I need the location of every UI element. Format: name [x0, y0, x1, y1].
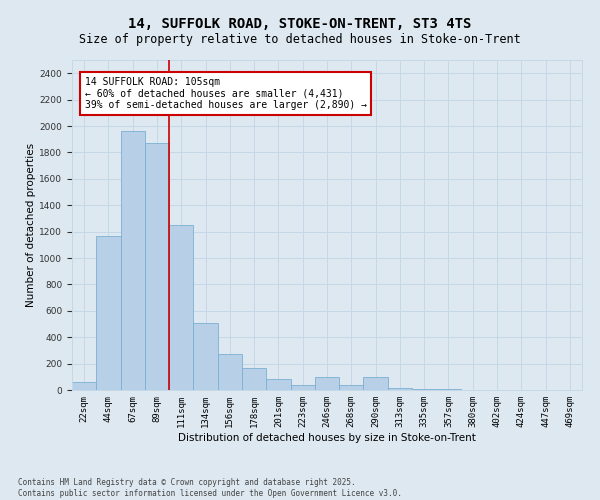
Bar [242, 368, 266, 390]
Y-axis label: Number of detached properties: Number of detached properties [26, 143, 37, 307]
Bar [339, 386, 364, 390]
Bar [266, 380, 290, 390]
Bar [193, 322, 218, 390]
X-axis label: Distribution of detached houses by size in Stoke-on-Trent: Distribution of detached houses by size … [178, 432, 476, 442]
Bar [218, 354, 242, 390]
Bar [388, 388, 412, 390]
Bar [145, 143, 169, 390]
Bar [121, 132, 145, 390]
Text: 14, SUFFOLK ROAD, STOKE-ON-TRENT, ST3 4TS: 14, SUFFOLK ROAD, STOKE-ON-TRENT, ST3 4T… [128, 18, 472, 32]
Text: Size of property relative to detached houses in Stoke-on-Trent: Size of property relative to detached ho… [79, 32, 521, 46]
Bar [96, 236, 121, 390]
Text: Contains HM Land Registry data © Crown copyright and database right 2025.
Contai: Contains HM Land Registry data © Crown c… [18, 478, 402, 498]
Bar [315, 377, 339, 390]
Bar [364, 377, 388, 390]
Bar [72, 382, 96, 390]
Bar [412, 388, 436, 390]
Bar [290, 386, 315, 390]
Text: 14 SUFFOLK ROAD: 105sqm
← 60% of detached houses are smaller (4,431)
39% of semi: 14 SUFFOLK ROAD: 105sqm ← 60% of detache… [85, 77, 367, 110]
Bar [169, 225, 193, 390]
